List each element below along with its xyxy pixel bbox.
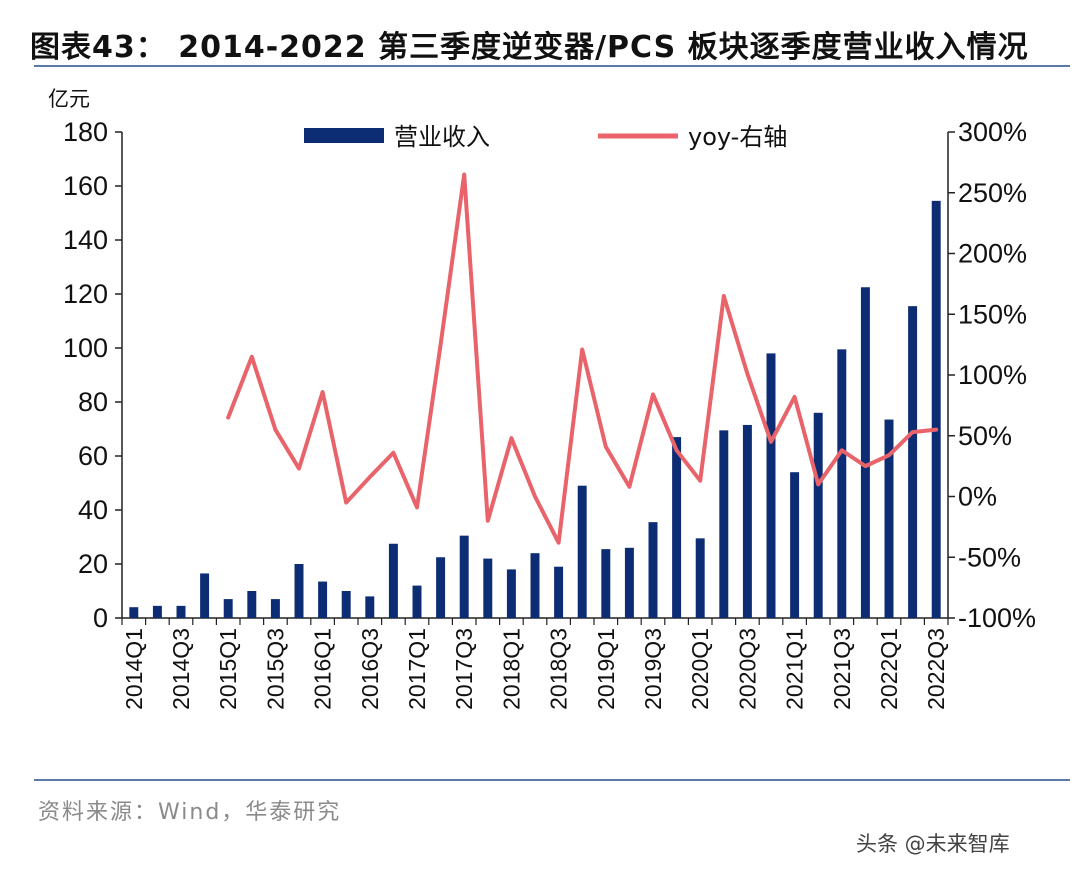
revenue-bar bbox=[624, 547, 634, 618]
source-note: 资料来源：Wind，华泰研究 bbox=[38, 800, 342, 825]
revenue-bar bbox=[129, 607, 139, 618]
revenue-bar bbox=[695, 538, 705, 618]
chart-title: 图表43： 2014-2022 第三季度逆变器/PCS 板块逐季度营业收入情况 bbox=[30, 30, 1029, 65]
x-tick-label: 2017Q1 bbox=[404, 628, 430, 710]
revenue-bar bbox=[884, 419, 894, 618]
right-tick-label: 0% bbox=[958, 482, 997, 512]
left-tick-label: 20 bbox=[78, 549, 108, 579]
revenue-bar bbox=[577, 485, 587, 618]
watermark: 头条 @未来智库 bbox=[856, 832, 1010, 856]
x-tick-label: 2015Q1 bbox=[215, 628, 241, 710]
revenue-bar bbox=[412, 585, 422, 618]
revenue-bar bbox=[223, 599, 233, 618]
revenue-bar bbox=[388, 543, 398, 618]
revenue-bar bbox=[530, 553, 540, 618]
x-tick-label: 2018Q1 bbox=[498, 628, 524, 710]
revenue-bar bbox=[648, 522, 658, 618]
revenue-bar bbox=[318, 581, 328, 618]
x-tick-label: 2016Q1 bbox=[310, 628, 336, 710]
x-tick-label: 2021Q3 bbox=[829, 628, 855, 710]
x-tick-label: 2018Q3 bbox=[546, 628, 572, 710]
revenue-bar bbox=[790, 472, 800, 618]
revenue-bar bbox=[672, 437, 682, 618]
yoy-line-group bbox=[226, 172, 939, 545]
revenue-bar bbox=[294, 564, 304, 618]
revenue-bar bbox=[837, 349, 847, 618]
left-tick-label: 100 bbox=[63, 333, 108, 363]
revenue-bars bbox=[129, 200, 941, 618]
right-tick-label: 100% bbox=[958, 360, 1027, 390]
x-tick-label: 2019Q3 bbox=[640, 628, 666, 710]
x-tick-label: 2017Q3 bbox=[451, 628, 477, 710]
left-tick-label: 60 bbox=[78, 441, 108, 471]
revenue-bar bbox=[176, 605, 186, 618]
left-axis-unit: 亿元 bbox=[48, 87, 90, 111]
revenue-bar bbox=[152, 605, 162, 618]
revenue-bar bbox=[483, 558, 493, 618]
legend-line-label: yoy-右轴 bbox=[688, 123, 787, 151]
legend-bar-label: 营业收入 bbox=[394, 123, 490, 151]
revenue-bar bbox=[719, 430, 729, 618]
revenue-bar bbox=[436, 557, 446, 618]
revenue-bar bbox=[813, 412, 823, 618]
right-tick-label: 250% bbox=[958, 178, 1027, 208]
right-tick-label: 50% bbox=[958, 421, 1012, 451]
footer-divider bbox=[34, 779, 1070, 781]
revenue-bar bbox=[247, 591, 257, 618]
revenue-bar bbox=[200, 573, 210, 618]
revenue-bar bbox=[270, 599, 280, 618]
revenue-bar bbox=[459, 535, 469, 618]
left-tick-label: 160 bbox=[63, 171, 108, 201]
x-tick-label: 2022Q1 bbox=[876, 628, 902, 710]
right-tick-label: 200% bbox=[958, 239, 1027, 269]
left-tick-label: 180 bbox=[63, 117, 108, 147]
x-tick-label: 2015Q3 bbox=[262, 628, 288, 710]
right-tick-label: 150% bbox=[958, 299, 1027, 329]
left-tick-label: 140 bbox=[63, 225, 108, 255]
x-tick-label: 2016Q3 bbox=[357, 628, 383, 710]
revenue-bar bbox=[908, 306, 918, 618]
revenue-bar bbox=[341, 591, 351, 618]
revenue-bar bbox=[742, 424, 752, 618]
left-tick-label: 40 bbox=[78, 495, 108, 525]
revenue-bar bbox=[365, 596, 375, 618]
left-tick-label: 0 bbox=[93, 603, 108, 633]
revenue-bar bbox=[860, 287, 870, 618]
left-tick-label: 80 bbox=[78, 387, 108, 417]
right-tick-label: -50% bbox=[958, 542, 1021, 572]
x-tick-label: 2019Q1 bbox=[593, 628, 619, 710]
x-tick-label: 2014Q3 bbox=[168, 628, 194, 710]
legend: 营业收入 yoy-右轴 bbox=[304, 123, 787, 151]
right-tick-label: 300% bbox=[958, 117, 1027, 147]
revenue-bar bbox=[601, 549, 611, 618]
title-divider bbox=[34, 65, 1070, 67]
revenue-bar bbox=[931, 200, 941, 618]
x-tick-label: 2014Q1 bbox=[121, 628, 147, 710]
revenue-bar bbox=[554, 566, 564, 618]
x-tick-label: 2020Q1 bbox=[687, 628, 713, 710]
axes: 0 20 40 60 80 100 120 140 160 180 -100% -50% 0% 50% 10… bbox=[63, 117, 1036, 710]
right-tick-label: -100% bbox=[958, 603, 1036, 633]
left-tick-label: 120 bbox=[63, 279, 108, 309]
x-tick-label: 2020Q3 bbox=[734, 628, 760, 710]
x-tick-label: 2022Q3 bbox=[923, 628, 949, 710]
revenue-bar bbox=[506, 569, 516, 618]
legend-bar-swatch bbox=[304, 128, 384, 143]
x-tick-label: 2021Q1 bbox=[782, 628, 808, 710]
revenue-bar bbox=[766, 353, 776, 618]
